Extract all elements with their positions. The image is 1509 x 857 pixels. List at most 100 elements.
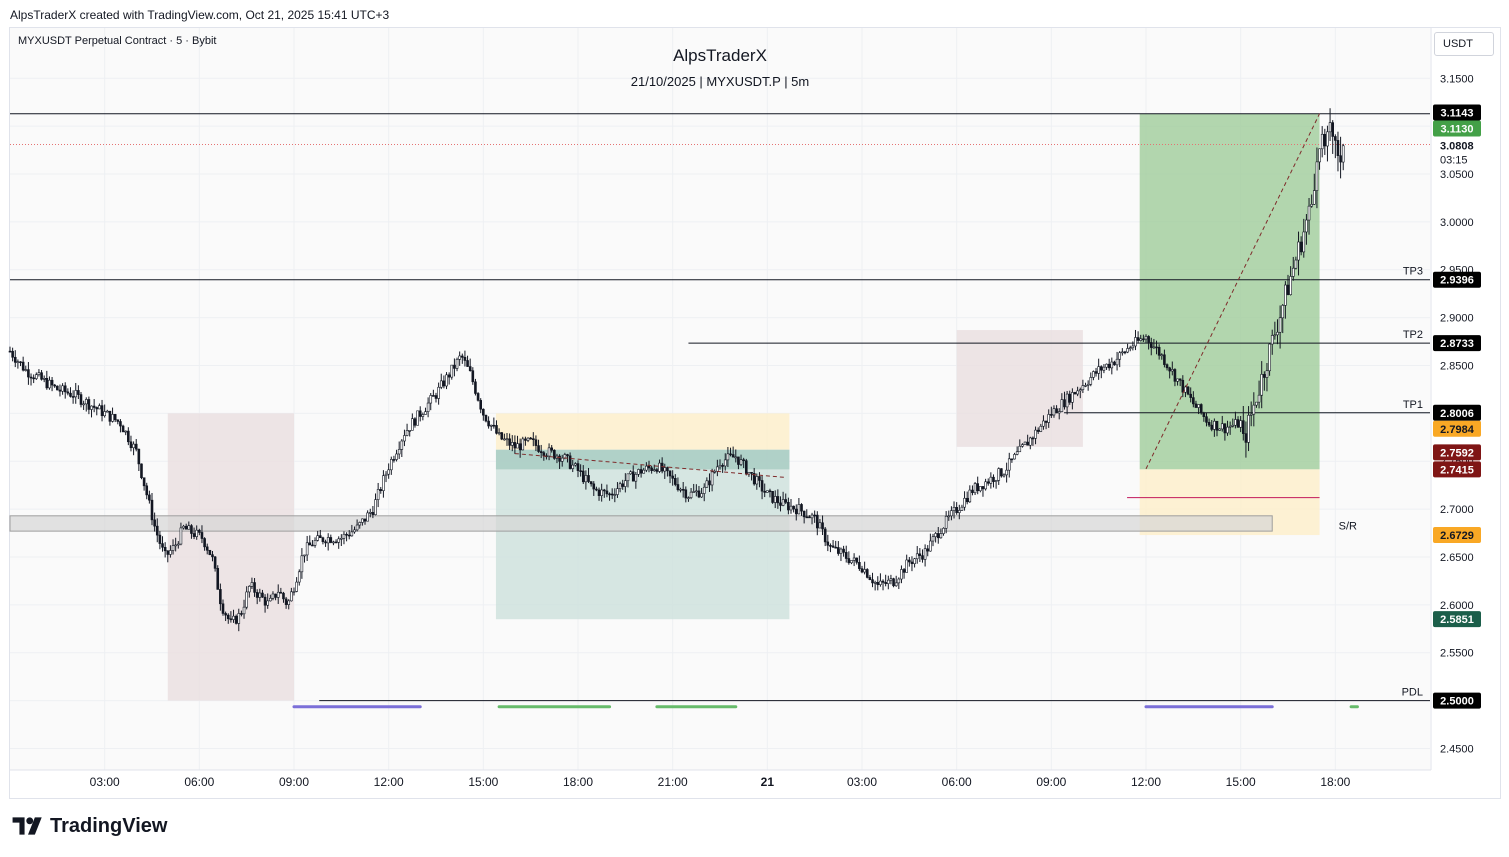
candle-body [269,597,272,602]
candle-body [705,480,709,488]
candle-body [376,489,380,500]
candle-body [261,592,264,598]
candle-body [21,361,25,371]
candle-body [1315,161,1319,191]
x-tick-label: 03:00 [90,775,120,789]
candle-body [965,497,969,503]
candle-body [98,405,101,410]
candle-body [187,525,191,530]
candle-body [1015,451,1019,455]
candle-body [1052,408,1056,416]
candle-body [213,556,217,569]
candle-body [1063,399,1066,408]
candle-body [258,592,262,598]
candle-body [821,522,824,530]
candle-body [658,462,661,472]
candle-body [1286,284,1290,295]
candle-body [579,470,582,472]
candle-body [1031,437,1035,440]
candle-body [495,425,498,434]
candle-body [237,613,241,624]
candle-body [929,540,932,552]
candle-body [939,533,943,539]
candle-body [392,459,396,461]
candle-body [255,592,259,598]
candle-body [1244,433,1248,443]
price-label: 2.7415 [1440,464,1474,476]
candle-body [729,453,732,456]
candle-body [1207,422,1211,426]
candle-body [721,465,724,467]
candle-body [1036,429,1040,432]
candle-body [850,560,853,564]
candle-body [400,440,404,450]
tradingview-brand[interactable]: TradingView [12,814,167,838]
candle-body [1078,389,1082,392]
candle-body [768,490,772,493]
candle-body [1302,231,1306,253]
candle-body [53,384,57,387]
candle-body [1199,404,1203,414]
candle-body [1044,420,1048,423]
candle-body [271,593,275,599]
candle-body [1094,371,1098,374]
symbol-line[interactable]: MYXUSDT Perpetual Contract · 5 · Bybit [18,35,217,47]
candle-body [1160,354,1164,357]
candle-body [105,410,109,413]
candle-body [936,533,940,539]
candle-body [395,453,398,460]
candle-body [182,525,185,529]
candle-body [794,508,798,515]
candle-body [955,507,958,513]
candle-body [873,582,877,584]
y-tick-label: 2.8500 [1440,360,1474,372]
candle-body [100,405,104,417]
candle-body [737,456,740,465]
candle-body [1068,393,1072,403]
currency-button[interactable]: USDT [1434,32,1494,56]
candle-body [1128,347,1132,350]
candle-body [671,475,674,479]
teal-zone-mid [495,449,790,620]
candle-body [553,449,556,459]
candle-body [1107,363,1111,369]
y-tick-label: 2.5500 [1440,648,1474,660]
candle-body [58,389,62,392]
candle-body [1034,429,1037,439]
candle-body [531,438,535,441]
candle-body [602,489,606,492]
candle-body [1181,379,1185,393]
candle-body [692,491,696,493]
price-label: 2.7592 [1440,447,1474,459]
candle-body [844,552,848,559]
candle-body [568,455,572,469]
candle-body [316,535,319,541]
candle-body [1310,204,1313,207]
candle-body [1270,335,1274,345]
candle-body [190,525,193,534]
candle-body [429,395,433,404]
candle-body [103,411,106,417]
candle-body [942,527,945,534]
candle-body [1297,241,1300,261]
candle-body [411,418,414,431]
candle-body [1139,338,1143,341]
candle-body [624,480,627,487]
candle-body [505,438,509,441]
candle-body [1018,445,1022,453]
candle-body [513,442,517,449]
candle-body [863,569,866,573]
candle-body [989,476,993,484]
candle-body [445,374,448,387]
candle-body [673,478,677,485]
candle-body [1305,219,1308,233]
candle-body [1276,331,1279,336]
candle-body [605,490,609,495]
candle-body [50,379,54,386]
candle-body [923,548,927,560]
candle-body [16,361,20,364]
price-label: 3.1130 [1440,123,1473,135]
candle-body [637,469,640,475]
candle-body [1228,425,1232,428]
